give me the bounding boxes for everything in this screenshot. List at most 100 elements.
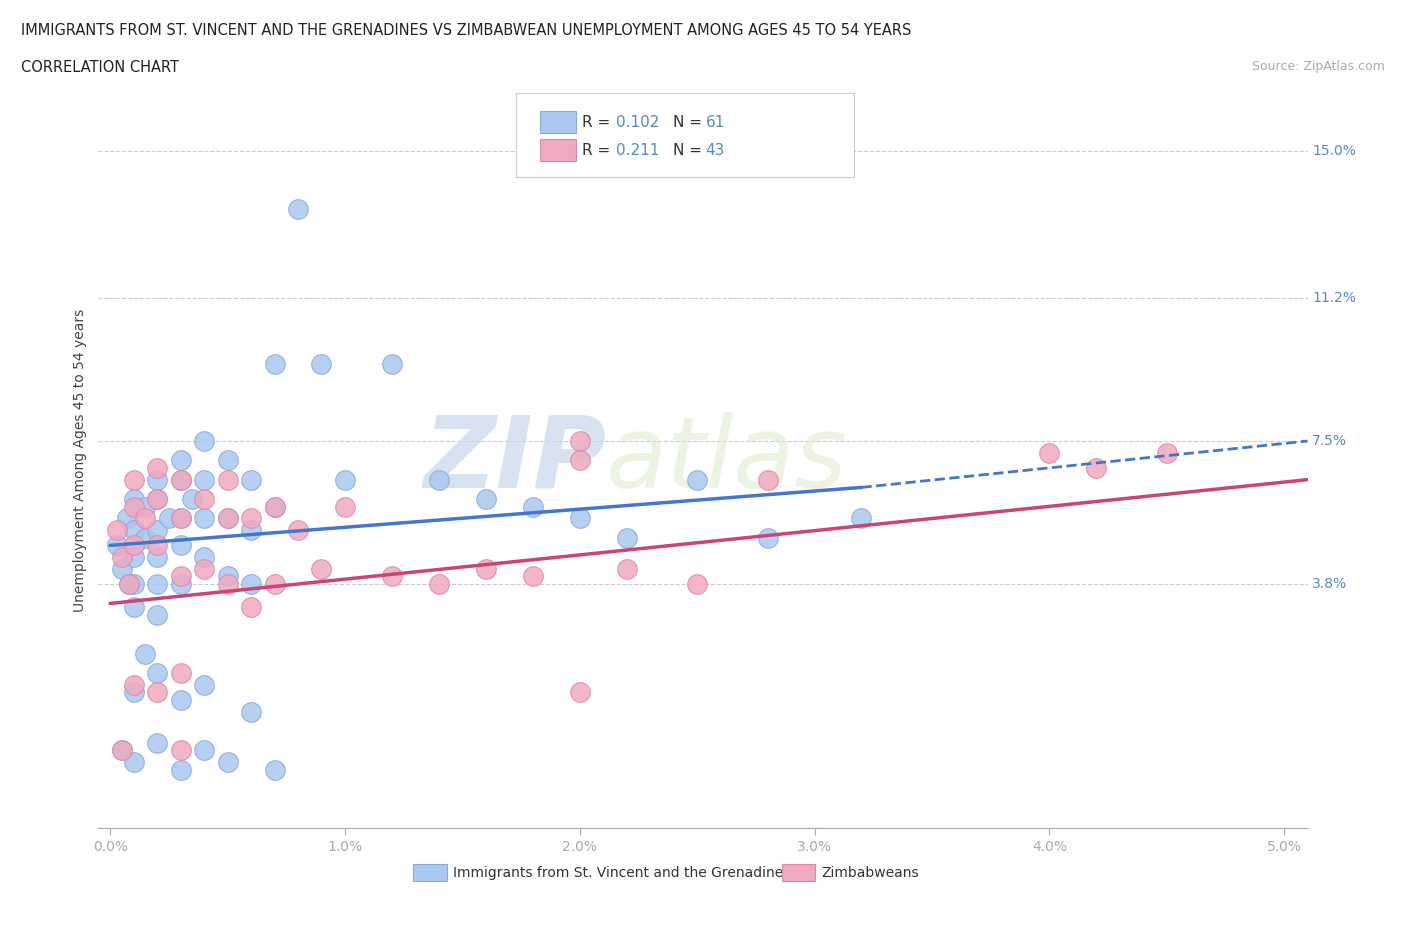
Text: 43: 43 <box>706 143 725 158</box>
Point <box>146 492 169 507</box>
Point <box>157 511 180 525</box>
Text: 11.2%: 11.2% <box>1312 291 1357 305</box>
Point <box>146 577 169 591</box>
Point <box>333 499 356 514</box>
Point <box>134 511 156 525</box>
Text: ZIP: ZIP <box>423 412 606 509</box>
Point <box>169 511 191 525</box>
Point <box>122 550 145 565</box>
Point <box>263 499 285 514</box>
Point <box>111 743 134 758</box>
Point <box>311 561 333 576</box>
FancyBboxPatch shape <box>413 865 447 881</box>
Point <box>522 569 544 584</box>
Text: CORRELATION CHART: CORRELATION CHART <box>21 60 179 75</box>
Point <box>169 693 191 708</box>
Point <box>263 763 285 777</box>
Text: Source: ZipAtlas.com: Source: ZipAtlas.com <box>1251 60 1385 73</box>
Point <box>169 472 191 487</box>
FancyBboxPatch shape <box>540 112 576 133</box>
Text: Immigrants from St. Vincent and the Grenadines: Immigrants from St. Vincent and the Gren… <box>453 866 790 880</box>
Point <box>169 577 191 591</box>
Point <box>169 511 191 525</box>
Text: 0.211: 0.211 <box>616 143 659 158</box>
Point <box>381 569 404 584</box>
Point <box>146 523 169 538</box>
Point <box>111 550 134 565</box>
Point <box>122 684 145 699</box>
Point <box>311 356 333 371</box>
Point <box>118 577 141 591</box>
Point <box>851 511 873 525</box>
Text: N =: N = <box>672 143 707 158</box>
Point <box>146 460 169 475</box>
Text: R =: R = <box>582 143 616 158</box>
Point <box>122 523 145 538</box>
Point <box>122 600 145 615</box>
Point <box>1085 460 1108 475</box>
Point <box>122 677 145 692</box>
Point <box>568 433 591 448</box>
Point <box>122 472 145 487</box>
Point <box>193 472 215 487</box>
FancyBboxPatch shape <box>516 93 855 178</box>
Point <box>217 453 239 468</box>
Point <box>217 577 239 591</box>
Point <box>263 499 285 514</box>
Point <box>169 666 191 681</box>
Text: 7.5%: 7.5% <box>1312 434 1347 448</box>
Y-axis label: Unemployment Among Ages 45 to 54 years: Unemployment Among Ages 45 to 54 years <box>73 309 87 612</box>
Point <box>522 499 544 514</box>
Point <box>193 492 215 507</box>
Point <box>475 561 498 576</box>
Point <box>115 511 138 525</box>
Point <box>240 523 263 538</box>
Point <box>134 499 156 514</box>
Point <box>193 511 215 525</box>
Point <box>118 577 141 591</box>
Point <box>616 561 638 576</box>
Text: IMMIGRANTS FROM ST. VINCENT AND THE GRENADINES VS ZIMBABWEAN UNEMPLOYMENT AMONG : IMMIGRANTS FROM ST. VINCENT AND THE GREN… <box>21 23 911 38</box>
Point <box>122 499 145 514</box>
Point <box>146 550 169 565</box>
Point <box>122 754 145 769</box>
Point <box>193 433 215 448</box>
Point <box>756 530 779 545</box>
Text: N =: N = <box>672 115 707 130</box>
Point <box>122 538 145 552</box>
Point <box>568 511 591 525</box>
Point <box>193 743 215 758</box>
Point <box>146 538 169 552</box>
Point <box>287 523 309 538</box>
Text: 61: 61 <box>706 115 725 130</box>
Text: 0.102: 0.102 <box>616 115 659 130</box>
Point <box>240 704 263 719</box>
Text: atlas: atlas <box>606 412 848 509</box>
Point <box>616 530 638 545</box>
Point <box>686 577 709 591</box>
Point <box>686 472 709 487</box>
Text: Zimbabweans: Zimbabweans <box>821 866 920 880</box>
Point <box>134 646 156 661</box>
Point <box>105 523 128 538</box>
Point <box>146 666 169 681</box>
Point <box>146 492 169 507</box>
Point <box>287 202 309 217</box>
Text: 15.0%: 15.0% <box>1312 144 1357 158</box>
Point <box>427 472 450 487</box>
Point <box>240 577 263 591</box>
Point <box>475 492 498 507</box>
Point <box>263 356 285 371</box>
Point <box>240 600 263 615</box>
Point <box>146 472 169 487</box>
Text: R =: R = <box>582 115 616 130</box>
Point <box>193 677 215 692</box>
Point <box>1156 445 1178 460</box>
Point <box>240 472 263 487</box>
Point <box>193 561 215 576</box>
Point <box>240 511 263 525</box>
Point <box>217 511 239 525</box>
Point <box>105 538 128 552</box>
Point <box>217 569 239 584</box>
Point <box>169 763 191 777</box>
